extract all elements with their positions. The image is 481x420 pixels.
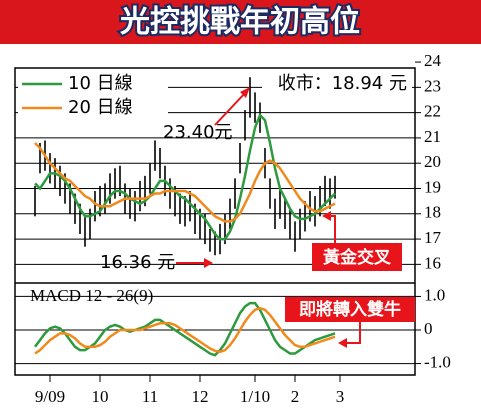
x-tick-label: 3	[336, 387, 345, 406]
y-tick-label: 20	[424, 152, 441, 171]
close-label: 收市：18.94 元	[278, 73, 407, 94]
x-tick-label: 12	[192, 387, 209, 406]
callout-text: 黃金交叉	[322, 247, 392, 268]
arrowhead	[204, 258, 213, 268]
high-label: 23.40元	[163, 122, 233, 143]
arrow	[214, 91, 247, 126]
arrowhead	[240, 87, 250, 98]
y-tick-label: -1.0	[424, 352, 451, 371]
series-line	[34, 112, 336, 241]
x-tick-label: 10	[92, 387, 109, 406]
series-line	[34, 142, 336, 223]
macd-title: MACD 12 - 26(9)	[30, 286, 153, 305]
legend-label: 10 日線	[68, 73, 133, 94]
close-box	[262, 71, 412, 96]
y-tick-label: 18	[424, 203, 441, 222]
callout-text: 即將轉入雙牛	[299, 299, 401, 320]
y-tick-label: 16	[424, 253, 441, 272]
series-line	[34, 306, 336, 355]
y-tick-label: 21	[424, 127, 441, 146]
callout-box	[312, 243, 402, 271]
series-line	[33, 301, 336, 357]
title-banner	[0, 0, 481, 44]
x-tick-label: 2	[291, 387, 300, 406]
frame	[14, 67, 416, 376]
callout-box	[285, 297, 415, 322]
y-tick-label: 22	[424, 102, 441, 121]
x-tick-label: 9/09	[35, 387, 65, 406]
y-tick-label: 24	[424, 51, 442, 70]
y-tick-label: 19	[424, 177, 441, 196]
low-label: 16.36 元	[100, 252, 175, 273]
y-tick-label: 23	[424, 76, 441, 95]
y-tick-label: 17	[424, 228, 442, 247]
legend-label: 20 日線	[68, 97, 133, 118]
x-tick-label: 11	[142, 387, 158, 406]
legend-bg	[18, 71, 168, 121]
legend: 10 日線 20 日線	[22, 73, 133, 118]
y-tick-label: 1.0	[424, 285, 445, 304]
chart-title: 光控挑戰年初高位	[120, 5, 360, 40]
arrowhead	[338, 338, 347, 348]
y-tick-label: 0	[424, 319, 433, 338]
arrow	[346, 322, 361, 344]
arrowhead	[322, 211, 331, 221]
arrow	[330, 215, 336, 243]
x-tick-label: 1/10	[240, 387, 270, 406]
